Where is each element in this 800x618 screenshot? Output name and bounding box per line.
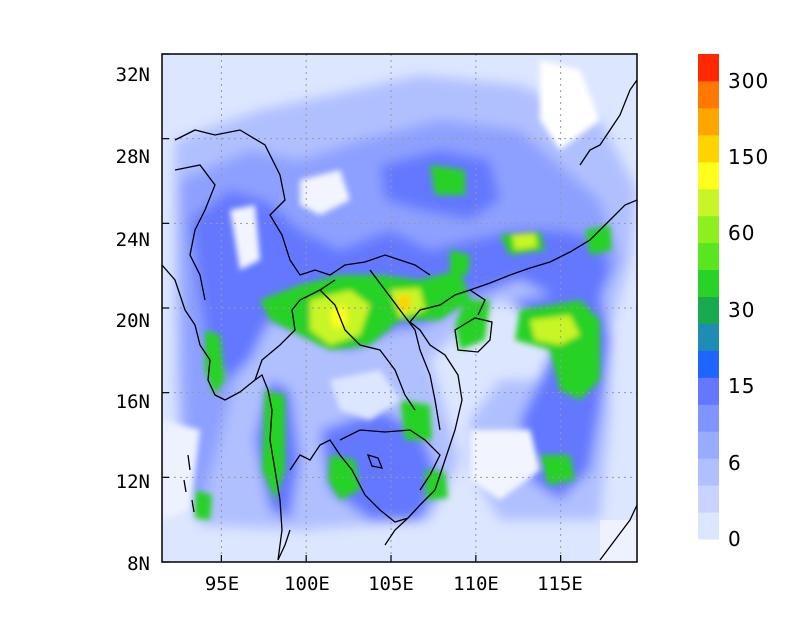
field-low-andaman <box>162 420 200 520</box>
field-core-scs <box>530 315 580 345</box>
field-green-scs-south <box>540 455 575 485</box>
lat-labels: 32N 28N 24N 20N 16N 12N 8N <box>116 64 150 575</box>
colorbar-swatch <box>698 485 719 513</box>
coastline-nicobar <box>183 454 195 513</box>
field-low-myanmar-north <box>230 205 260 270</box>
colorbar <box>698 54 719 540</box>
colorbar-swatch <box>698 134 719 163</box>
colorbar-label-150: 150 <box>728 145 769 169</box>
colorbar-labels: 0 6 15 30 60 150 300 <box>728 69 769 551</box>
field-low-corner <box>600 520 637 562</box>
field-low-yunnan <box>300 170 350 215</box>
lat-label-20n: 20N <box>116 310 150 332</box>
colorbar-label-15: 15 <box>728 374 755 398</box>
colorbar-swatch <box>698 323 719 351</box>
colorbar-swatch <box>698 377 719 405</box>
colorbar-label-60: 60 <box>728 221 755 245</box>
field-green-fujian <box>585 225 612 255</box>
field-core-guangdong <box>512 233 537 250</box>
axis-ticks <box>162 53 562 563</box>
lat-label-16n: 16N <box>116 391 150 413</box>
field-green-andaman <box>195 490 212 520</box>
border-myanmar-china <box>174 129 431 276</box>
coastline-south-vn <box>384 517 409 546</box>
colorbar-swatch <box>698 54 719 82</box>
field-peak-tonkin <box>398 295 410 310</box>
colorbar-label-300: 300 <box>728 69 769 93</box>
lat-label-8n: 8N <box>127 553 150 575</box>
coastlines <box>162 79 637 561</box>
lake-tonle-sap <box>366 454 384 469</box>
field-green-guangxi <box>450 250 470 275</box>
colorbar-swatch <box>698 512 719 540</box>
border-thai-laos <box>319 289 416 411</box>
colorbar-label-6: 6 <box>728 451 742 475</box>
coastline-leizhou <box>469 289 486 316</box>
colorbar-swatch <box>698 269 719 297</box>
coastline-taiwan-strait <box>579 79 637 166</box>
colorbar-swatch <box>698 80 719 109</box>
field-low-thailand <box>330 370 400 420</box>
lat-label-32n: 32N <box>116 64 150 86</box>
lon-labels: 95E 100E 105E 110E 115E <box>205 573 583 595</box>
colorbar-swatch <box>698 215 719 244</box>
colorbar-swatch <box>698 404 719 432</box>
colorbar-label-0: 0 <box>728 527 742 551</box>
border-india-myanmar <box>174 164 216 301</box>
lon-label-105e: 105E <box>368 573 414 595</box>
lon-label-95e: 95E <box>205 573 239 595</box>
colorbar-swatch <box>698 161 719 190</box>
field-green-rakhine <box>205 330 225 395</box>
coastline-hainan <box>454 317 493 353</box>
border-laos-vietnam <box>369 269 441 431</box>
precip-field <box>162 54 637 562</box>
colorbar-swatch <box>698 188 719 217</box>
colorbar-swatch <box>698 431 719 459</box>
lon-label-100e: 100E <box>284 573 330 595</box>
lon-label-115e: 115E <box>537 573 583 595</box>
field-green-guizhou <box>430 165 465 195</box>
colorbar-swatch <box>698 242 719 271</box>
colorbar-swatch <box>698 458 719 486</box>
field-green-hainan <box>455 300 490 350</box>
colorbar-swatch <box>698 107 719 136</box>
coastline-malay <box>277 529 291 561</box>
colorbar-swatch <box>698 296 719 324</box>
field-low-scs-west <box>470 430 540 500</box>
lat-label-28n: 28N <box>116 146 150 168</box>
field-low-northeast <box>540 60 600 150</box>
lat-label-24n: 24N <box>116 229 150 251</box>
coastline-thai-gulf <box>289 199 637 523</box>
coastline-borneo <box>599 504 637 561</box>
border-myanmar-thai <box>254 279 336 381</box>
colorbar-swatch <box>698 350 719 378</box>
lat-label-12n: 12N <box>116 471 150 493</box>
coastline-mainland <box>162 264 283 561</box>
colorbar-label-30: 30 <box>728 298 755 322</box>
field-green-tenasserim <box>262 390 285 500</box>
border-cambodia <box>339 429 441 491</box>
lon-label-110e: 110E <box>453 573 499 595</box>
